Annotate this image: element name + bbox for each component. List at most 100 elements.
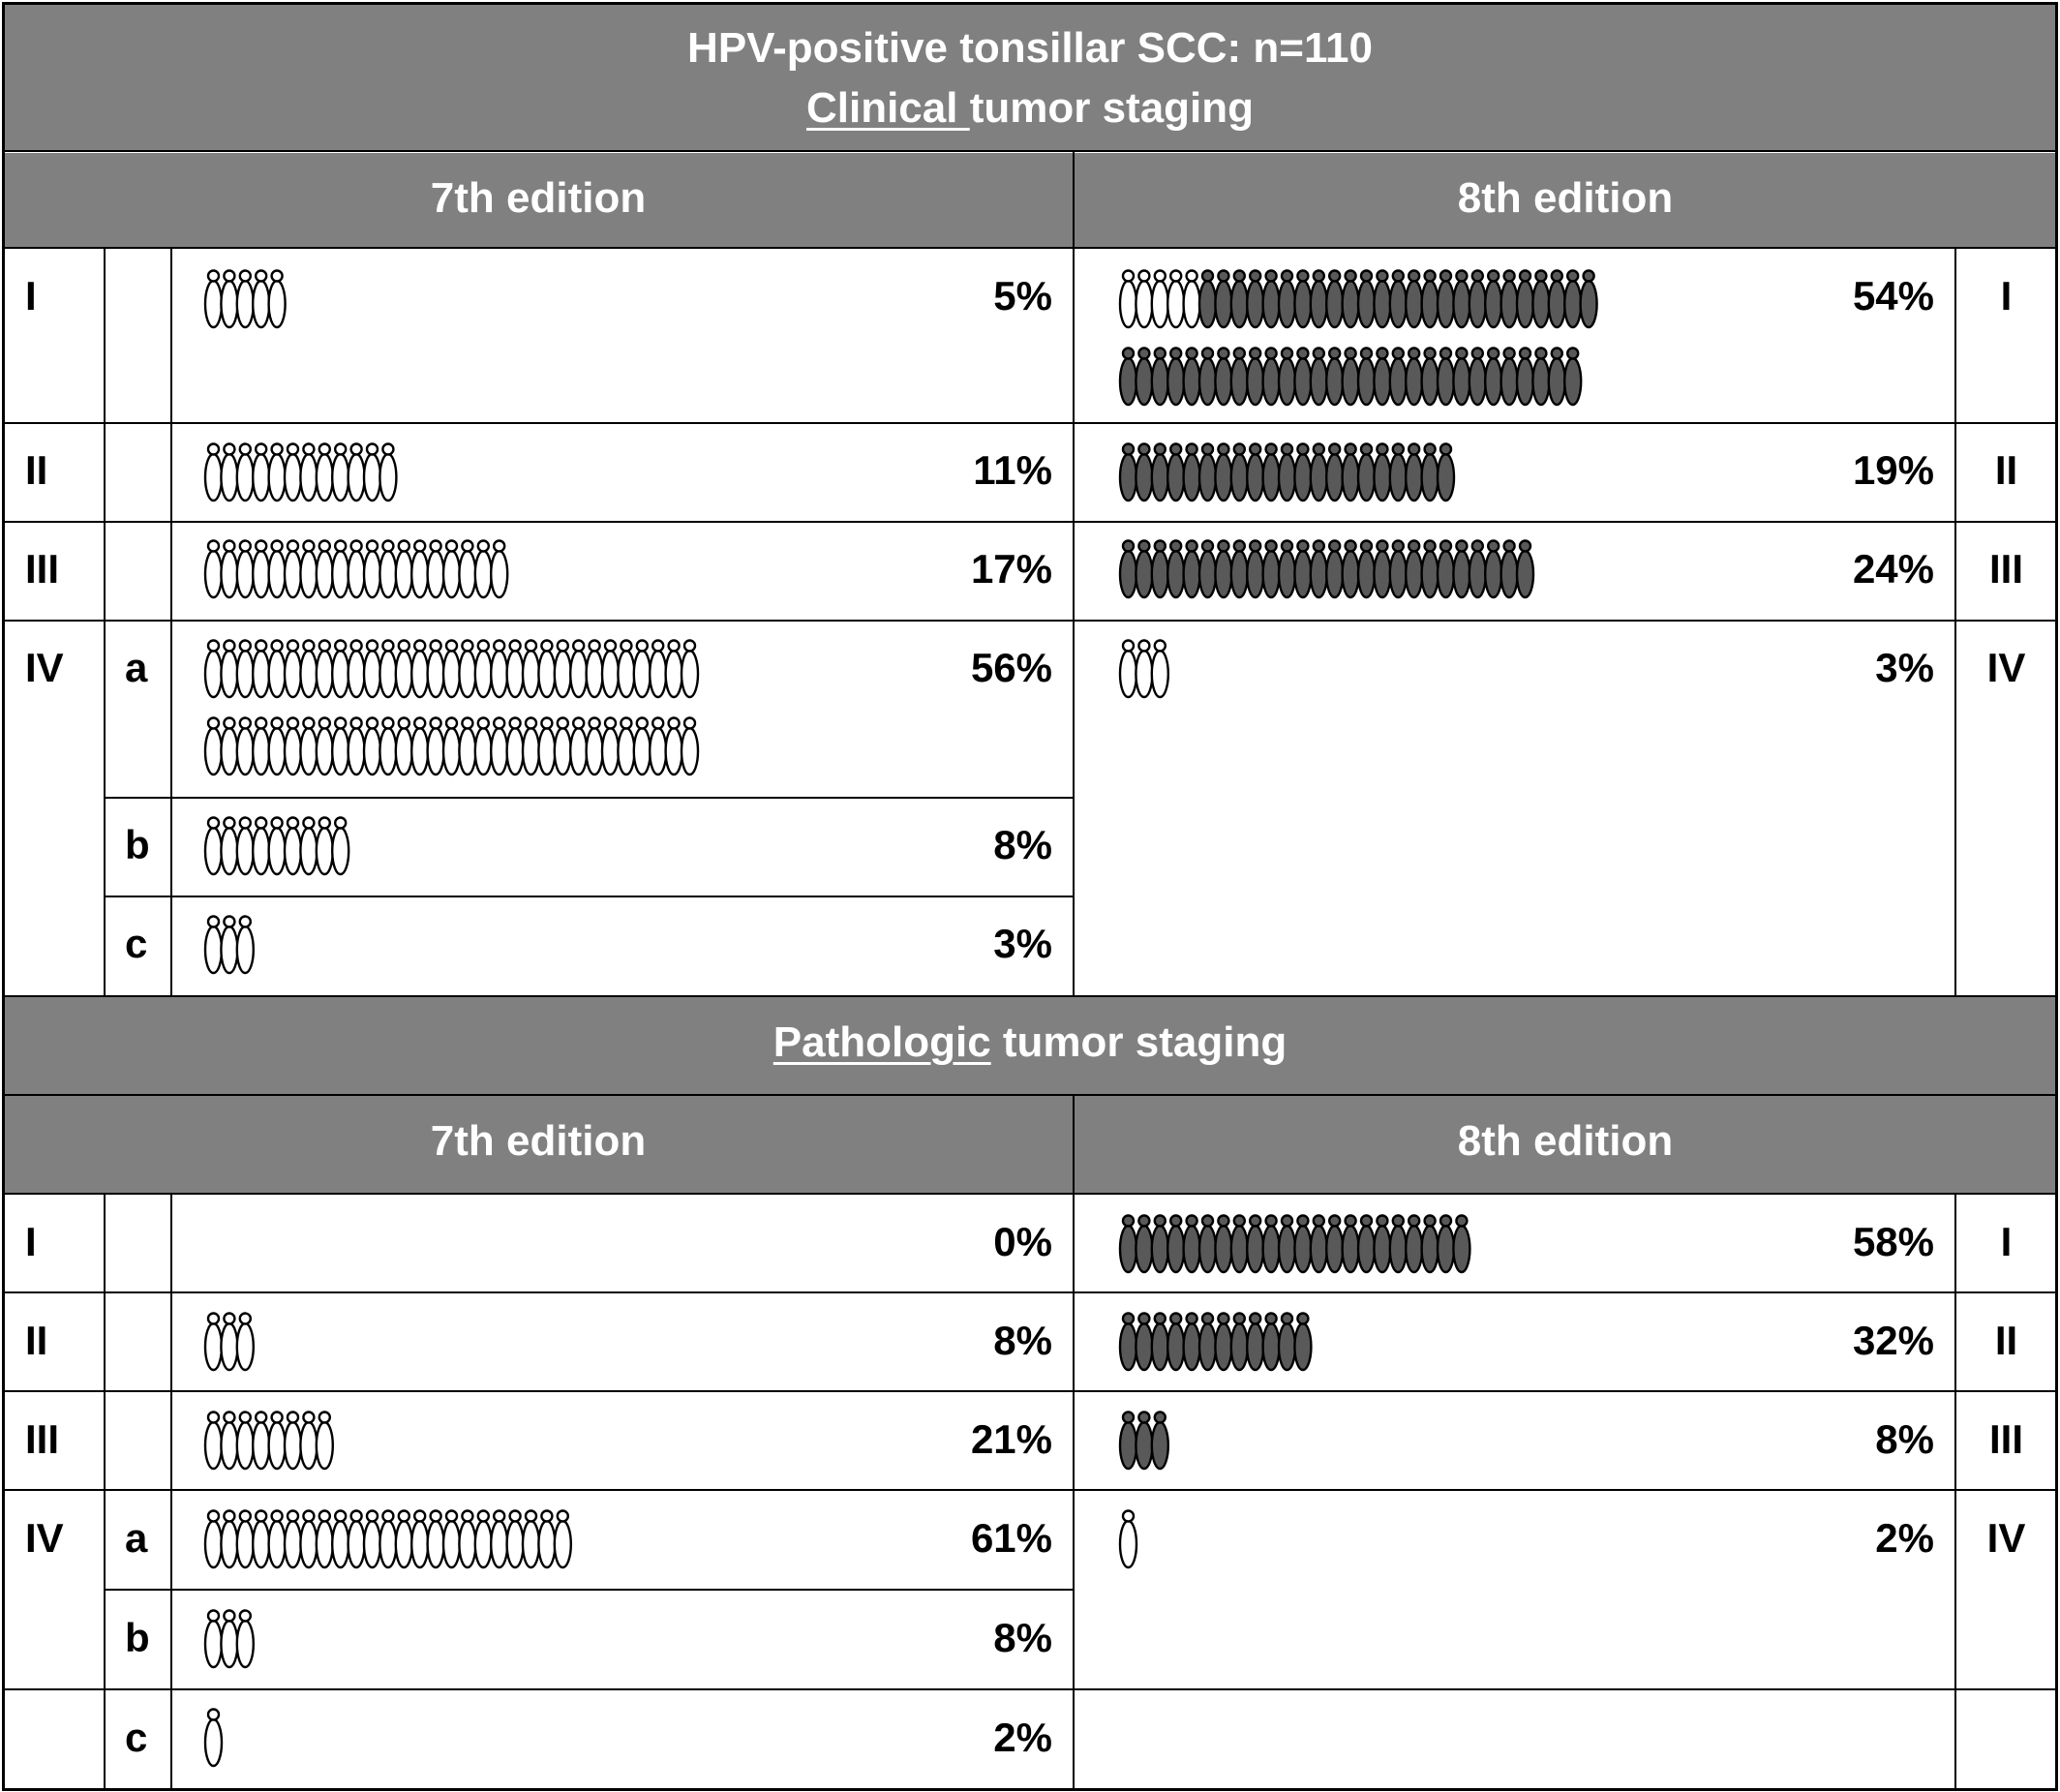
rule — [1073, 1094, 1075, 1193]
stage-label-IV: IV — [25, 645, 64, 690]
patient-icon-filled — [1261, 442, 1281, 502]
patient-icon-filled — [1293, 347, 1313, 407]
stage-label-IV: IV — [1986, 1515, 2026, 1561]
patient-icon-open — [537, 716, 557, 776]
patient-icon-filled — [1277, 347, 1297, 407]
patient-icon-open — [362, 442, 382, 502]
rule — [2, 247, 2058, 249]
patient-icon-filled — [1135, 1214, 1154, 1274]
patient-icon-open — [585, 639, 604, 699]
patient-icon-filled — [1483, 347, 1503, 407]
patient-icon-open — [331, 716, 350, 776]
patient-icon-open — [267, 639, 287, 699]
patient-icon-filled — [1436, 442, 1456, 502]
patient-icon-open — [203, 1708, 224, 1768]
patient-icon-filled — [1515, 539, 1535, 599]
stage-label-II: II — [25, 447, 48, 493]
patient-icon-filled — [1214, 269, 1233, 329]
patient-icon-filled — [1483, 269, 1503, 329]
patient-icon-filled — [1404, 269, 1424, 329]
patient-icon-open — [379, 639, 398, 699]
clinical-edition-header-bg — [4, 153, 2056, 248]
stage-label-I: I — [25, 273, 37, 319]
patient-icon-open — [473, 639, 493, 699]
patient-icon-open — [299, 1411, 318, 1471]
patient-icon-open — [426, 539, 445, 599]
patient-icon-filled — [1245, 1312, 1265, 1372]
percent-label: 11% — [973, 447, 1052, 493]
patient-icon-open — [235, 716, 256, 776]
stage-label-I: I — [2000, 273, 2013, 319]
clinical-section-title: Clinical tumor staging — [0, 87, 2060, 130]
patient-icon-open — [203, 1609, 224, 1669]
percent-label: 61% — [970, 1515, 1052, 1561]
patient-icon-open — [490, 539, 509, 599]
patient-icon-open — [235, 269, 256, 329]
patient-icon-open — [426, 716, 445, 776]
patient-icon-filled — [1182, 539, 1201, 599]
patient-icon-filled — [1373, 269, 1392, 329]
stage-label-IV: IV — [1986, 645, 2026, 690]
percent-label: 19% — [1852, 447, 1934, 493]
patient-icon-filled — [1356, 347, 1377, 407]
patient-icon-filled — [1452, 269, 1471, 329]
percent-label: 2% — [1875, 1515, 1934, 1561]
patient-icon-open — [1118, 269, 1138, 329]
patient-icon-filled — [1197, 269, 1218, 329]
patient-icon-open — [537, 1509, 557, 1569]
rule — [104, 1589, 1075, 1591]
patient-icon-open — [315, 1509, 334, 1569]
percent-label: 17% — [970, 546, 1052, 592]
patient-icon-open — [235, 816, 256, 876]
percent-label: 8% — [993, 1615, 1052, 1660]
substage-label-c: c — [125, 1715, 148, 1760]
patient-icon-filled — [1468, 269, 1488, 329]
patient-icon-filled — [1277, 1312, 1297, 1372]
patient-icon-filled — [1500, 347, 1519, 407]
pathologic-edition-header-bg — [4, 1096, 2056, 1193]
rule — [170, 247, 172, 995]
patient-icon-filled — [1150, 1214, 1170, 1274]
patient-icon-filled — [1214, 1214, 1233, 1274]
patient-icon-open — [553, 639, 572, 699]
border-bottom — [2, 1788, 2058, 1791]
rule — [2, 1688, 2058, 1690]
patient-icon-open — [203, 269, 224, 329]
patient-icon-open — [220, 539, 239, 599]
stage-label-II: II — [25, 1318, 48, 1363]
rule — [2, 1193, 2058, 1195]
rule — [2, 1094, 2058, 1096]
patient-icon-filled — [1197, 1312, 1218, 1372]
rule — [104, 797, 1075, 799]
patient-icon-open — [331, 442, 350, 502]
stage-label-I: I — [25, 1219, 37, 1264]
pathologic-8th-edition-header: 8th edition — [1457, 1117, 1674, 1165]
percent-label: 24% — [1852, 546, 1934, 592]
patient-icon-filled — [1245, 442, 1265, 502]
patient-icon-open — [331, 1509, 350, 1569]
percent-label: 3% — [993, 921, 1052, 966]
patient-icon-open — [252, 1509, 271, 1569]
patient-icon-filled — [1515, 269, 1535, 329]
patient-icon-open — [680, 639, 700, 699]
border-top — [2, 2, 2058, 5]
rule — [104, 1193, 106, 1790]
patient-icon-open — [664, 639, 683, 699]
patient-icon-filled — [1579, 269, 1598, 329]
patient-icon-open — [379, 442, 398, 502]
stage-label-III: III — [25, 546, 60, 592]
substage-label-b: b — [125, 1615, 150, 1660]
patient-icon-filled — [1468, 347, 1488, 407]
patient-icon-open — [283, 1509, 303, 1569]
pathologic-header-bg — [4, 997, 2056, 1094]
patient-icon-filled — [1166, 347, 1186, 407]
patient-icon-filled — [1404, 539, 1424, 599]
percent-label: 56% — [970, 645, 1052, 690]
patient-icon-open — [347, 1509, 366, 1569]
patient-icon-filled — [1229, 442, 1250, 502]
